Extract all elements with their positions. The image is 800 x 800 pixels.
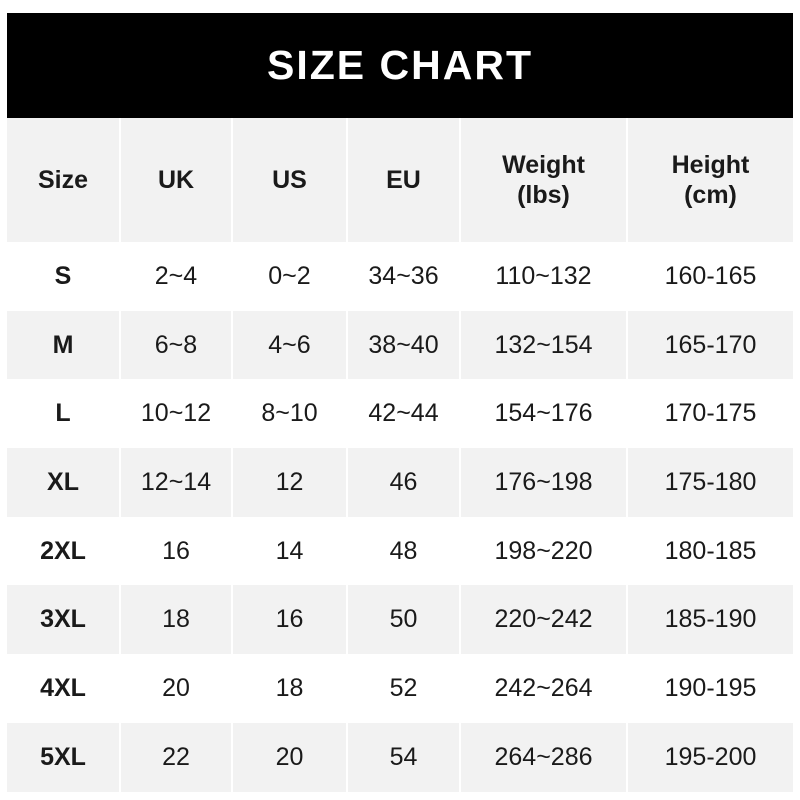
cell-uk: 10~12	[121, 379, 233, 449]
cell-us: 20	[233, 722, 348, 792]
column-header-us: US	[233, 118, 348, 242]
cell-size: XL	[7, 448, 121, 517]
column-header-uk: UK	[121, 118, 233, 242]
column-header-height: Height (cm)	[628, 118, 793, 242]
cell-uk: 16	[121, 516, 233, 586]
cell-height: 180-185	[628, 516, 793, 586]
cell-uk: 18	[121, 585, 233, 655]
cell-us: 18	[233, 654, 348, 723]
column-header-label: EU	[386, 165, 421, 194]
cell-height: 195-200	[628, 722, 793, 792]
cell-eu: 54	[348, 722, 461, 792]
cell-weight: 198~220	[461, 516, 628, 586]
cell-eu: 42~44	[348, 379, 461, 449]
cell-height: 170-175	[628, 379, 793, 449]
page-title: SIZE CHART	[267, 42, 533, 88]
column-header-eu: EU	[348, 118, 461, 242]
cell-height: 190-195	[628, 654, 793, 723]
column-header-label: Size	[37, 165, 89, 194]
table-row: 4XL 20 18 52 242~264 190-195	[7, 654, 793, 723]
cell-size: M	[7, 310, 121, 380]
table-row: 5XL 22 20 54 264~286 195-200	[7, 722, 793, 792]
cell-eu: 52	[348, 654, 461, 723]
column-header-label: US	[272, 165, 307, 194]
cell-height: 165-170	[628, 310, 793, 380]
table-row: S 2~4 0~2 34~36 110~132 160-165	[7, 242, 793, 311]
column-header-label: UK	[157, 165, 195, 194]
column-header-unit: (lbs)	[517, 181, 570, 209]
cell-uk: 12~14	[121, 448, 233, 517]
column-header-label: Height	[671, 150, 750, 179]
table-row: XL 12~14 12 46 176~198 175-180	[7, 448, 793, 517]
cell-weight: 154~176	[461, 379, 628, 449]
cell-eu: 46	[348, 448, 461, 517]
cell-size: 2XL	[7, 516, 121, 586]
column-header-unit: (cm)	[684, 181, 737, 209]
cell-uk: 20	[121, 654, 233, 723]
cell-weight: 132~154	[461, 310, 628, 380]
table-header-row: Size UK US EU Weight (lbs) Height (cm)	[7, 118, 793, 242]
cell-weight: 264~286	[461, 722, 628, 792]
cell-height: 175-180	[628, 448, 793, 517]
table-header: Size UK US EU Weight (lbs) Height (cm)	[7, 118, 793, 242]
cell-size: S	[7, 242, 121, 311]
size-chart-table: Size UK US EU Weight (lbs) Height (cm) S 2~4 0~2 3…	[7, 118, 793, 792]
cell-size: 5XL	[7, 722, 121, 792]
cell-height: 160-165	[628, 242, 793, 311]
cell-weight: 176~198	[461, 448, 628, 517]
column-header-label: Weight	[502, 150, 585, 179]
cell-us: 14	[233, 516, 348, 586]
cell-weight: 110~132	[461, 242, 628, 311]
column-header-weight: Weight (lbs)	[461, 118, 628, 242]
cell-uk: 2~4	[121, 242, 233, 311]
table-row: 3XL 18 16 50 220~242 185-190	[7, 585, 793, 655]
cell-eu: 50	[348, 585, 461, 655]
cell-us: 12	[233, 448, 348, 517]
cell-us: 0~2	[233, 242, 348, 311]
cell-weight: 242~264	[461, 654, 628, 723]
table-row: M 6~8 4~6 38~40 132~154 165-170	[7, 310, 793, 380]
cell-size: L	[7, 379, 121, 449]
title-banner: SIZE CHART	[7, 13, 793, 118]
cell-uk: 22	[121, 722, 233, 792]
cell-height: 185-190	[628, 585, 793, 655]
cell-size: 4XL	[7, 654, 121, 723]
size-chart: SIZE CHART Size UK US EU Weight (lbs) Height (c…	[7, 13, 793, 792]
column-header-size: Size	[7, 118, 121, 242]
cell-uk: 6~8	[121, 310, 233, 380]
table-row: 2XL 16 14 48 198~220 180-185	[7, 516, 793, 586]
cell-us: 4~6	[233, 310, 348, 380]
cell-eu: 48	[348, 516, 461, 586]
cell-eu: 38~40	[348, 310, 461, 380]
table-row: L 10~12 8~10 42~44 154~176 170-175	[7, 379, 793, 449]
cell-size: 3XL	[7, 585, 121, 655]
cell-eu: 34~36	[348, 242, 461, 311]
cell-weight: 220~242	[461, 585, 628, 655]
table-body: S 2~4 0~2 34~36 110~132 160-165 M 6~8 4~6 38~40 13…	[7, 242, 793, 792]
cell-us: 16	[233, 585, 348, 655]
cell-us: 8~10	[233, 379, 348, 449]
